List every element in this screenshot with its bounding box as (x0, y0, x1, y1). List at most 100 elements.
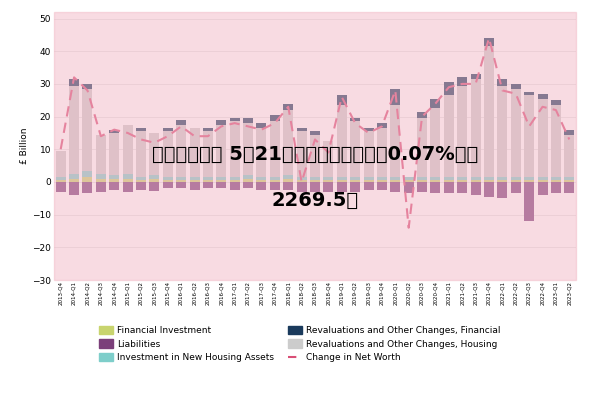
Bar (149, 176, 160, 179)
Bar (163, 128, 173, 131)
Bar (96, 179, 106, 182)
Bar (122, 179, 133, 182)
Bar (323, 180, 334, 182)
Bar (176, 180, 186, 182)
Bar (524, 92, 534, 95)
Bar (69, 79, 79, 86)
Bar (457, 180, 467, 182)
Bar (444, 182, 454, 193)
Bar (283, 182, 293, 190)
Bar (270, 122, 280, 177)
Bar (136, 180, 146, 182)
Bar (190, 182, 200, 185)
Bar (96, 174, 106, 179)
Bar (524, 177, 534, 180)
Bar (377, 180, 387, 182)
Bar (364, 182, 374, 190)
Bar (310, 134, 320, 177)
Bar (270, 182, 280, 190)
Bar (149, 182, 160, 185)
Bar (377, 128, 387, 177)
Bar (243, 176, 253, 179)
Bar (323, 141, 334, 177)
Bar (511, 84, 521, 89)
Bar (163, 180, 173, 182)
Bar (56, 182, 66, 185)
Bar (323, 177, 334, 180)
Bar (310, 182, 320, 192)
Bar (122, 174, 133, 179)
Bar (323, 182, 334, 187)
Bar (511, 89, 521, 177)
Bar (417, 182, 427, 192)
Bar (176, 177, 186, 180)
Bar (176, 182, 186, 188)
Bar (203, 177, 213, 180)
Bar (538, 180, 548, 182)
Bar (551, 177, 561, 180)
Bar (417, 180, 427, 182)
Bar (377, 177, 387, 180)
Bar (243, 179, 253, 182)
Bar (511, 182, 521, 193)
Bar (216, 177, 226, 180)
Bar (310, 180, 320, 182)
Bar (69, 179, 79, 182)
Bar (243, 182, 253, 188)
Bar (564, 182, 574, 193)
Bar (136, 128, 146, 131)
Bar (484, 38, 494, 46)
Bar (82, 170, 92, 177)
Text: 炸股怎么融资 5月21日焦炭期货收盘下跃0.07%，报: 炸股怎么融资 5月21日焦炭期货收盘下跃0.07%，报 (152, 144, 478, 164)
Bar (283, 110, 293, 176)
Bar (203, 128, 213, 131)
Bar (69, 182, 79, 195)
Bar (216, 125, 226, 177)
Bar (122, 125, 133, 174)
Bar (390, 180, 400, 182)
Bar (256, 182, 266, 190)
Bar (430, 177, 440, 180)
Bar (56, 182, 66, 192)
Bar (404, 177, 414, 180)
Bar (470, 182, 481, 195)
Bar (296, 182, 307, 192)
Bar (430, 182, 440, 193)
Bar (109, 182, 119, 190)
Bar (551, 182, 561, 193)
Bar (444, 95, 454, 177)
Bar (350, 180, 360, 182)
Bar (337, 182, 347, 192)
Bar (230, 177, 240, 180)
Bar (256, 123, 266, 128)
Bar (444, 180, 454, 182)
Bar (470, 177, 481, 180)
Bar (430, 180, 440, 182)
Bar (82, 182, 92, 193)
Bar (296, 128, 307, 131)
Bar (243, 118, 253, 123)
Bar (497, 177, 508, 180)
Bar (82, 177, 92, 182)
Bar (497, 182, 508, 198)
Bar (551, 100, 561, 105)
Bar (564, 130, 574, 134)
Bar (404, 182, 414, 193)
Bar (136, 177, 146, 180)
Bar (564, 134, 574, 177)
Bar (350, 122, 360, 177)
Bar (296, 131, 307, 177)
Bar (163, 182, 173, 188)
Bar (364, 180, 374, 182)
Bar (56, 151, 66, 177)
Bar (56, 177, 66, 180)
Bar (230, 182, 240, 190)
Bar (417, 118, 427, 177)
Bar (364, 177, 374, 180)
Bar (337, 105, 347, 177)
Bar (190, 182, 200, 190)
Bar (538, 94, 548, 99)
Bar (457, 86, 467, 177)
Bar (524, 180, 534, 182)
Bar (444, 82, 454, 95)
